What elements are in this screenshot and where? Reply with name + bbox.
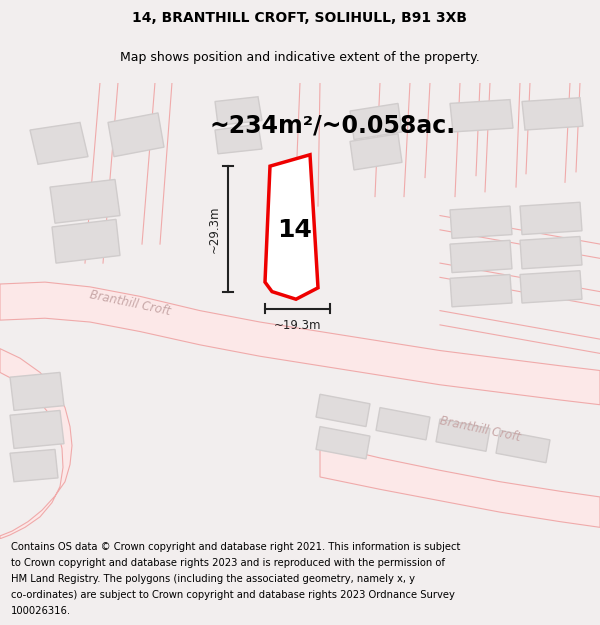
Text: Contains OS data © Crown copyright and database right 2021. This information is : Contains OS data © Crown copyright and d…: [11, 542, 460, 552]
Text: 14: 14: [278, 218, 313, 242]
Polygon shape: [320, 444, 600, 528]
Text: Branthill Croft: Branthill Croft: [439, 414, 521, 444]
Text: ~234m²/~0.058ac.: ~234m²/~0.058ac.: [210, 113, 456, 138]
Polygon shape: [108, 113, 164, 157]
Text: 14, BRANTHILL CROFT, SOLIHULL, B91 3XB: 14, BRANTHILL CROFT, SOLIHULL, B91 3XB: [133, 11, 467, 25]
Polygon shape: [30, 122, 88, 164]
Polygon shape: [0, 282, 600, 405]
Polygon shape: [450, 240, 512, 272]
Polygon shape: [10, 449, 58, 482]
Text: Branthill Croft: Branthill Croft: [88, 288, 172, 318]
Polygon shape: [215, 124, 262, 154]
Polygon shape: [50, 179, 120, 223]
Text: Map shows position and indicative extent of the property.: Map shows position and indicative extent…: [120, 51, 480, 64]
Text: ~29.3m: ~29.3m: [208, 205, 221, 252]
Polygon shape: [0, 349, 72, 539]
Polygon shape: [10, 372, 64, 411]
Polygon shape: [265, 155, 318, 299]
Polygon shape: [450, 206, 512, 238]
Polygon shape: [52, 219, 120, 263]
Text: 100026316.: 100026316.: [11, 606, 71, 616]
Text: to Crown copyright and database rights 2023 and is reproduced with the permissio: to Crown copyright and database rights 2…: [11, 558, 445, 568]
Polygon shape: [10, 411, 64, 449]
Polygon shape: [215, 97, 262, 125]
Polygon shape: [376, 408, 430, 440]
Text: co-ordinates) are subject to Crown copyright and database rights 2023 Ordnance S: co-ordinates) are subject to Crown copyr…: [11, 590, 455, 600]
Polygon shape: [520, 202, 582, 234]
Polygon shape: [522, 98, 583, 130]
Polygon shape: [520, 271, 582, 303]
Text: HM Land Registry. The polygons (including the associated geometry, namely x, y: HM Land Registry. The polygons (includin…: [11, 574, 415, 584]
Polygon shape: [496, 431, 550, 462]
Polygon shape: [436, 419, 490, 451]
Polygon shape: [350, 134, 402, 170]
Polygon shape: [520, 236, 582, 269]
Polygon shape: [316, 427, 370, 459]
Polygon shape: [316, 394, 370, 427]
Polygon shape: [450, 274, 512, 307]
Polygon shape: [350, 103, 402, 139]
Text: ~19.3m: ~19.3m: [274, 319, 321, 332]
Polygon shape: [450, 99, 513, 132]
